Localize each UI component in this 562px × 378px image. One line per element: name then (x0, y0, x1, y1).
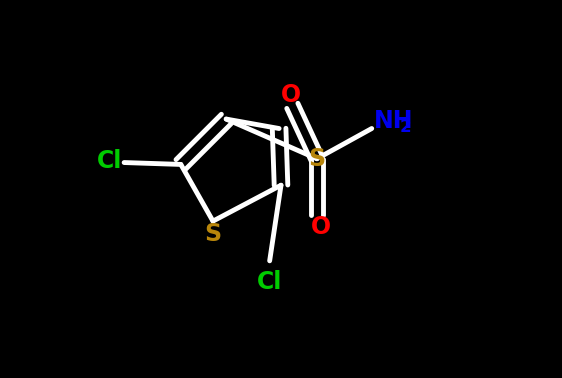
Text: 2: 2 (400, 118, 412, 136)
Text: NH: NH (374, 109, 413, 133)
Text: S: S (205, 222, 221, 246)
Text: O: O (280, 82, 301, 107)
Text: O: O (311, 215, 331, 239)
Text: S: S (309, 147, 325, 171)
Text: Cl: Cl (97, 149, 123, 173)
Text: Cl: Cl (257, 270, 282, 294)
